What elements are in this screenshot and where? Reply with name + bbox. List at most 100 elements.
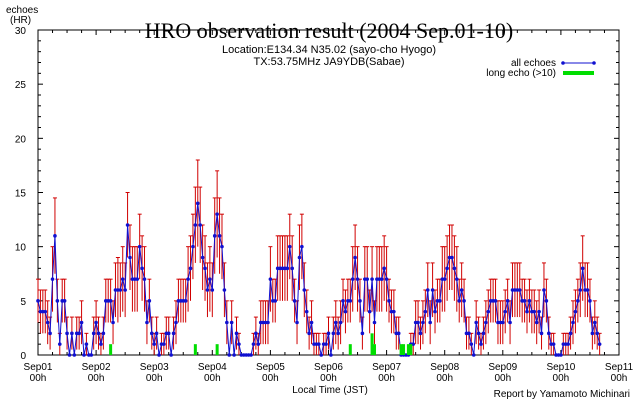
data-point [546,331,551,336]
data-point [273,299,278,303]
data-point [145,320,149,325]
data-point [62,299,67,303]
data-point [135,277,140,281]
x-tick-hour-label: 00h [378,373,395,384]
data-point [566,342,570,346]
data-point [324,342,328,346]
data-point [285,266,290,271]
data-point [203,266,207,271]
data-point [70,331,74,336]
data-point [532,309,537,314]
data-point [99,342,103,346]
data-point [91,331,96,336]
long-echo-bar [370,333,374,355]
x-tick-hour-label: 00h [146,373,163,384]
data-point [237,342,241,346]
data-point [251,342,256,346]
data-point [300,244,304,249]
data-point [418,331,423,336]
data-point [212,234,217,238]
data-point [479,342,483,346]
data-point [534,320,539,325]
data-point [208,277,212,281]
data-point [588,299,592,303]
data-point [503,309,508,314]
data-point [186,277,190,281]
data-point [234,331,239,336]
data-point [229,320,234,325]
data-point [140,266,144,271]
data-point [191,244,195,249]
data-point [43,309,48,314]
data-point [469,342,474,346]
error-bars [36,159,602,355]
data-point [217,234,222,238]
data-point [382,266,386,271]
x-tick-hour-label: 00h [30,373,47,384]
x-tick-day-label: Sep03 [140,362,169,373]
data-point [256,342,261,346]
legend: all echoes long echo (>10) [486,58,596,79]
data-point [36,299,40,303]
x-tick-day-label: Sep09 [488,362,517,373]
data-point [445,266,449,271]
data-point [455,277,459,281]
y-tick-label: 25 [15,80,27,91]
data-point [493,299,498,303]
data-point [200,255,205,260]
data-point [205,288,210,292]
data-point [365,277,370,281]
data-point [544,299,549,303]
data-point [232,353,236,357]
data-point [580,266,585,271]
data-point [302,288,307,292]
data-point [576,299,580,303]
y-tick-label: 10 [15,243,27,254]
data-point [517,288,522,292]
data-point [142,277,147,281]
x-tick-day-label: Sep04 [198,362,227,373]
data-point [438,299,442,303]
long-echo-bar [409,344,413,355]
x-tick-day-label: Sep02 [82,362,111,373]
y-tick-label: 0 [20,351,26,362]
data-point [476,331,481,336]
data-point [501,320,505,325]
long-echo-bar [109,344,113,355]
data-point [416,320,420,325]
chart-subtitle-transmitter: TX:53.75MHz JA9YDB(Sabae) [253,56,404,68]
data-point [539,331,544,336]
x-tick-hour-label: 00h [262,373,279,384]
data-point [522,299,527,303]
legend-label-all-echoes: all echoes [511,58,556,69]
data-point [45,320,50,325]
data-point [358,299,362,303]
data-point [348,299,353,303]
data-point [505,299,510,303]
data-point [89,353,94,357]
y-tick-label: 20 [15,134,27,145]
data-point [392,309,396,314]
data-point [425,288,430,292]
x-tick-hour-label: 00h [553,373,570,384]
data-point [125,223,130,227]
data-point [147,299,152,303]
x-tick-day-label: Sep10 [546,362,575,373]
data-point [387,299,391,303]
y-tick-label: 15 [15,189,27,200]
data-point [53,234,57,238]
data-point [592,320,597,325]
data-point [457,299,462,303]
data-point [225,320,229,325]
data-point [471,353,476,357]
data-point [295,320,299,325]
plot-area: 051015202530Sep0100hSep0200hSep0300hSep0… [15,26,634,384]
data-point [57,342,62,346]
report-credit: Report by Yamamoto Michinari [494,389,630,400]
data-point [128,255,132,260]
x-tick-day-label: Sep06 [314,362,343,373]
data-point [338,320,343,325]
data-point [559,353,563,357]
data-points [36,201,602,357]
data-point [120,277,125,281]
